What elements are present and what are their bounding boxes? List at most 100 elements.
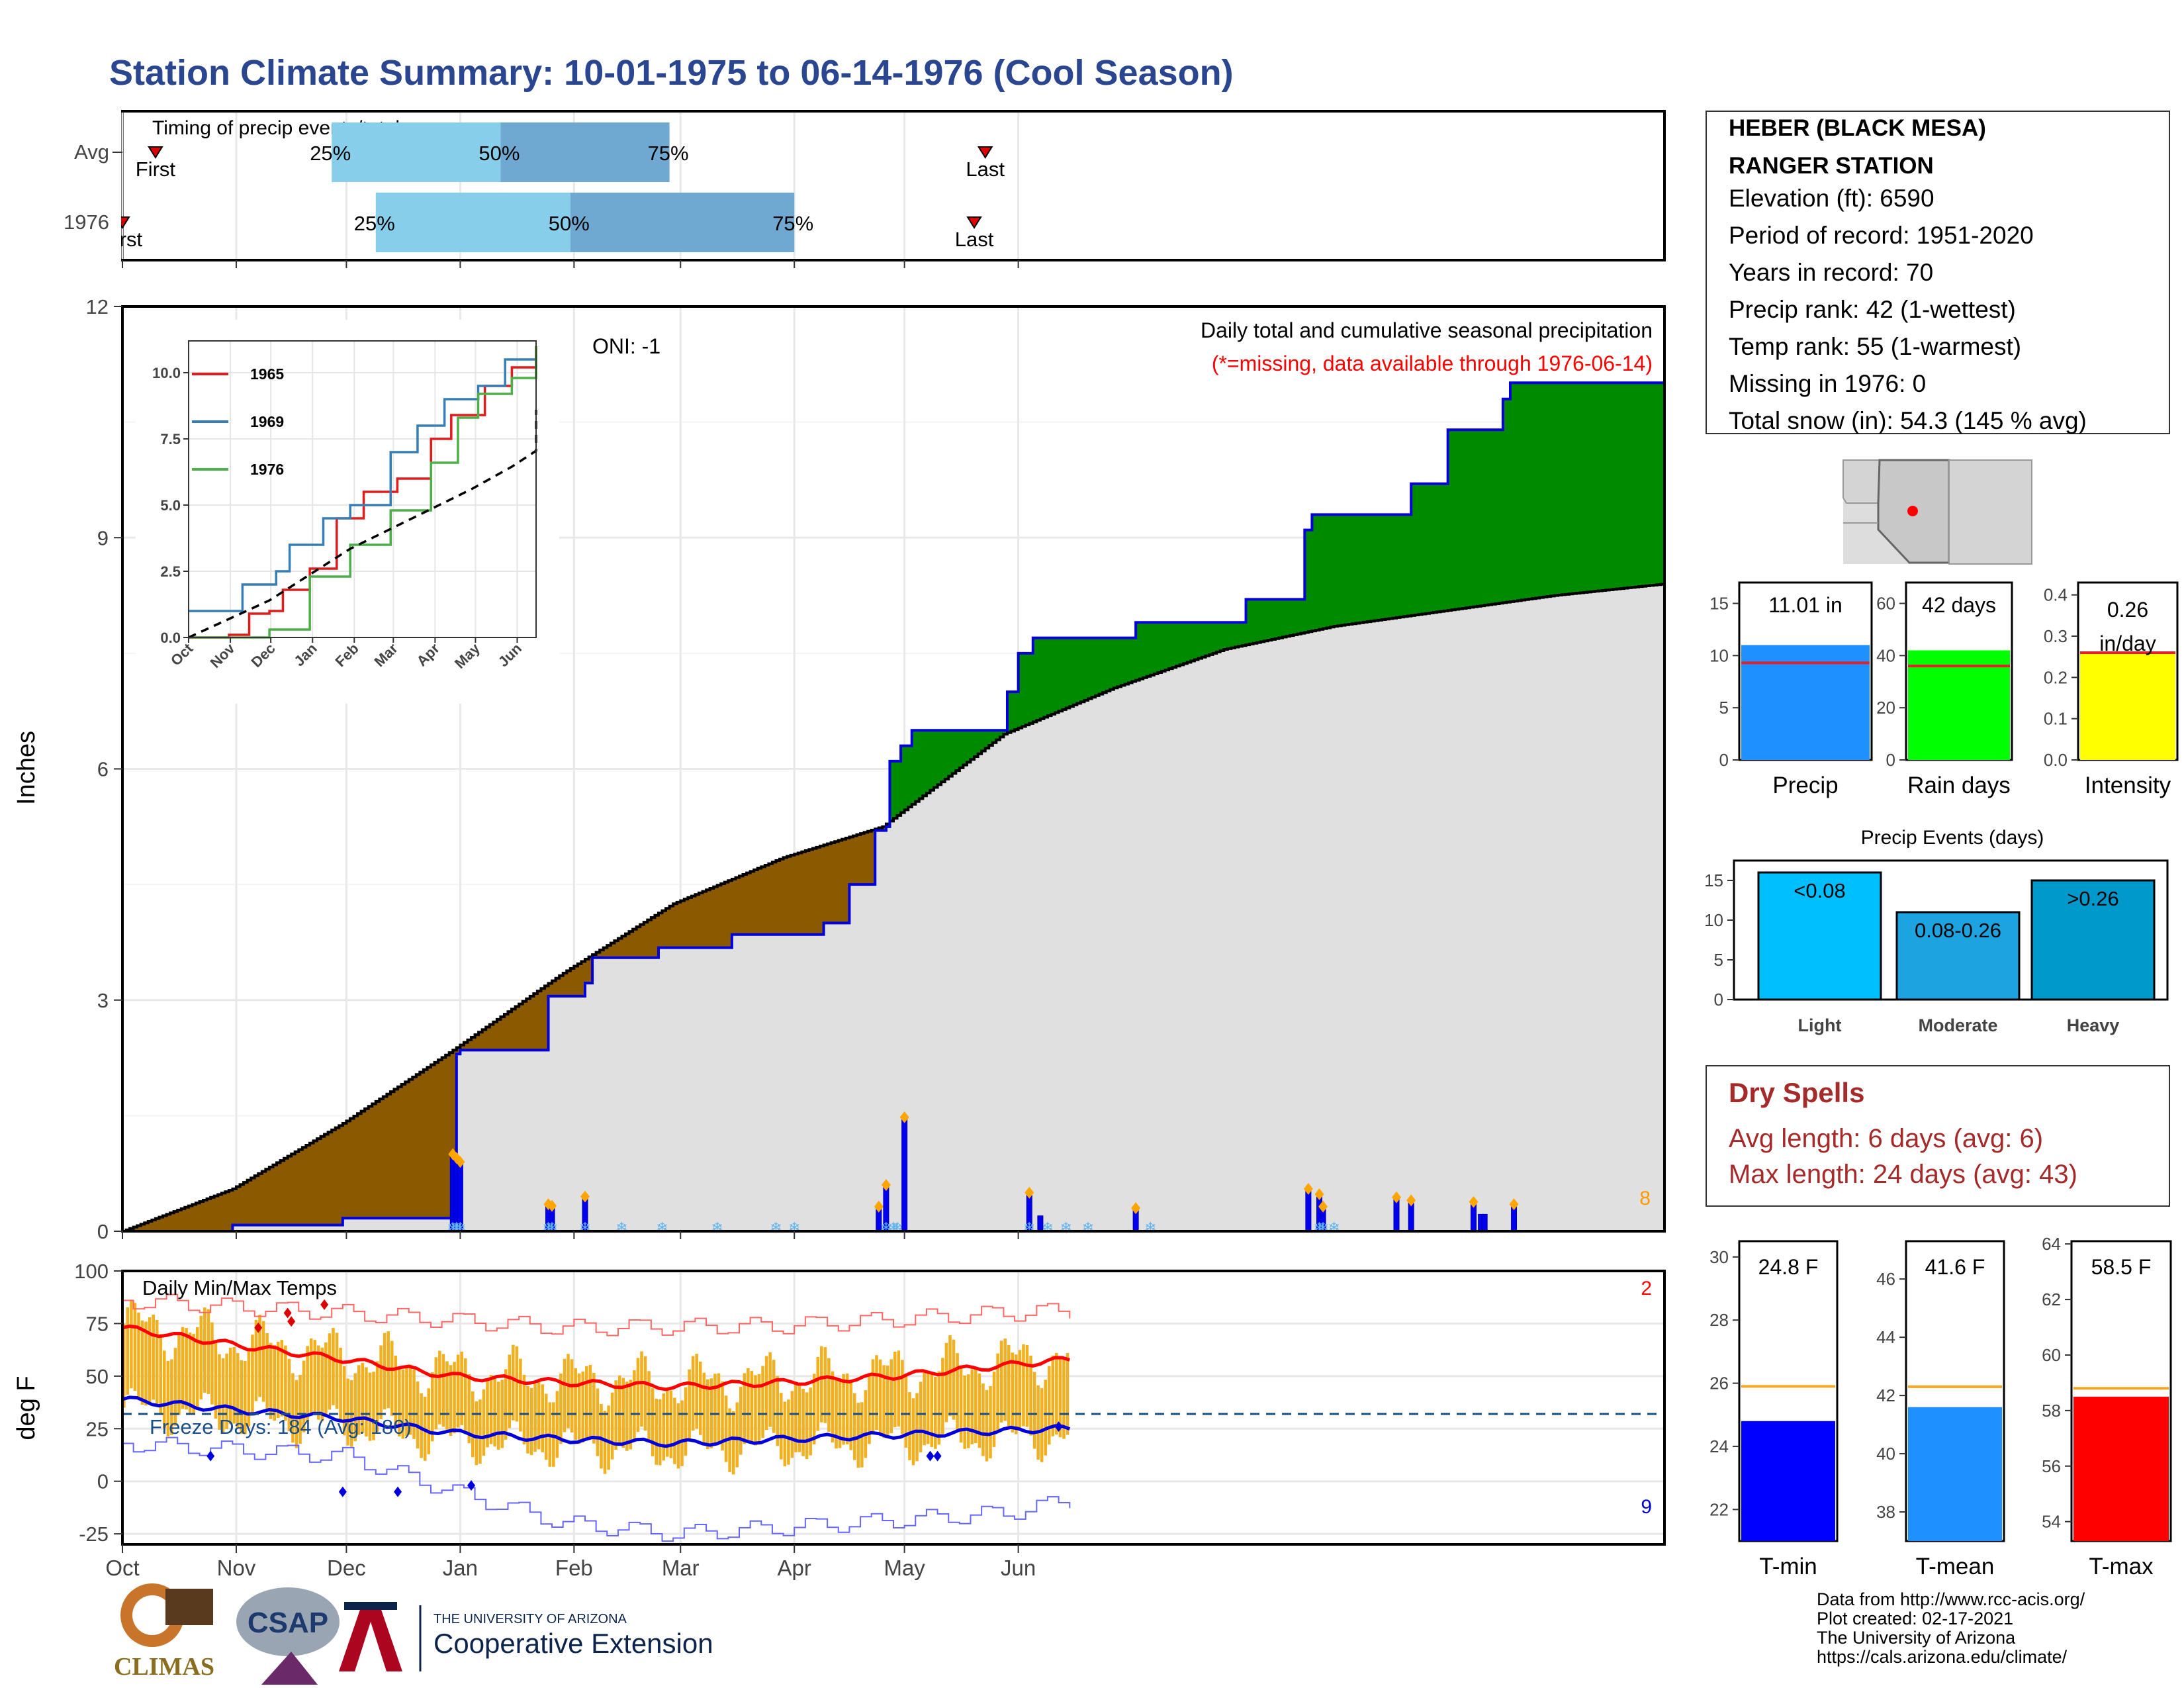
surplus-area: [1275, 599, 1280, 639]
deficit-area: [842, 839, 846, 923]
surplus-area: [1334, 514, 1338, 627]
daily-temp-bar: [985, 1389, 989, 1462]
surplus-area: [897, 761, 901, 816]
temp-summary-bar-T-mean: [1908, 1407, 2002, 1541]
event-bar-Light: [1757, 871, 1882, 1001]
deficit-area: [768, 863, 773, 935]
daily-temp-bar: [126, 1307, 130, 1395]
deficit-area: [526, 998, 531, 1051]
deficit-area: [269, 1166, 274, 1225]
daily-temp-bar: [904, 1376, 908, 1448]
surplus-area: [1429, 483, 1434, 613]
surplus-area: [1338, 514, 1342, 626]
daily-temp-bar: [919, 1382, 923, 1452]
precip-y-tick-label: 3: [97, 989, 109, 1012]
daily-temp-bar: [1032, 1372, 1036, 1449]
deficit-area: [541, 988, 545, 1051]
surplus-area: [1183, 622, 1188, 664]
timing-p50-label: 50%: [549, 212, 590, 235]
deficit-area: [240, 1184, 244, 1225]
daily-temp-bar: [254, 1319, 258, 1401]
surplus-area: [1440, 483, 1445, 612]
surplus-area: [944, 730, 949, 779]
deficit-area: [313, 1141, 318, 1225]
surplus-area: [1547, 383, 1551, 597]
surplus-area: [952, 730, 956, 774]
daily-temp-bar: [948, 1335, 952, 1417]
temp-y-label: deg F: [13, 1376, 40, 1440]
temp-y-tick-label: 0: [97, 1470, 109, 1493]
surplus-area: [1113, 637, 1118, 688]
daily-temp-bar: [596, 1388, 600, 1456]
deficit-area: [332, 1129, 336, 1225]
deficit-area: [610, 943, 615, 958]
daily-temp-bar: [864, 1390, 868, 1458]
surplus-area: [1246, 599, 1250, 645]
deficit-area: [790, 855, 795, 935]
daily-temp-bar: [893, 1351, 897, 1428]
daily-temp-bar: [416, 1381, 420, 1449]
deficit-area: [636, 927, 641, 958]
deficit-area: [394, 1089, 398, 1219]
temp-summary-y-tick-label: 42: [1876, 1385, 1895, 1405]
daily-temp-bar: [856, 1403, 860, 1468]
event-category-label: Moderate: [1918, 1015, 1997, 1035]
daily-temp-bar: [588, 1364, 592, 1438]
daily-temp-bar: [908, 1392, 911, 1460]
record-low-marker: [926, 1450, 934, 1462]
daily-temp-bar: [989, 1385, 992, 1459]
deficit-area: [387, 1094, 391, 1219]
daily-temp-bar: [889, 1359, 893, 1434]
surplus-area: [1234, 622, 1240, 647]
surplus-area: [1286, 599, 1291, 637]
surplus-area: [978, 730, 982, 754]
surplus-area: [1250, 599, 1254, 644]
snow-flake-icon: ❄: [1042, 1219, 1054, 1236]
surplus-area: [1385, 514, 1390, 620]
daily-temp-bar: [662, 1393, 666, 1461]
deficit-area: [552, 980, 557, 996]
deficit-area: [137, 1225, 142, 1231]
surplus-area: [1657, 383, 1662, 585]
ua-big-text: Cooperative Extension: [433, 1628, 713, 1659]
deficit-area: [170, 1213, 175, 1231]
surplus-area: [901, 745, 905, 813]
avg-max-line: [122, 1324, 1071, 1391]
temp-summary-value: 24.8 F: [1758, 1255, 1819, 1279]
surplus-area: [1388, 514, 1394, 619]
daily-temp-bar: [695, 1354, 698, 1429]
csap-logo: CSAP: [236, 1587, 340, 1685]
deficit-area: [298, 1149, 303, 1225]
temp-summary-y-tick-label: 60: [2042, 1345, 2061, 1365]
deficit-area: [614, 941, 619, 958]
deficit-area: [416, 1074, 420, 1219]
deficit-area: [794, 854, 799, 935]
surplus-area: [1290, 599, 1295, 636]
surplus-area: [1044, 637, 1048, 718]
inset-line-1965: [189, 346, 537, 639]
daily-temp-bar: [240, 1360, 244, 1434]
missing-note: (*=missing, data available through 1976-…: [1212, 352, 1653, 375]
daily-temp-bar: [713, 1374, 717, 1445]
surplus-area: [1319, 514, 1324, 630]
daily-temp-bar: [496, 1382, 500, 1450]
deficit-area: [776, 861, 780, 935]
deficit-area: [522, 1001, 527, 1051]
deficit-area: [596, 952, 600, 958]
daily-temp-bar: [743, 1373, 747, 1444]
daily-temp-bar: [647, 1371, 651, 1443]
summary-y-tick-label: 0.0: [2044, 750, 2068, 770]
summary-value-unit: in/day: [2099, 632, 2156, 655]
surplus-area: [1315, 514, 1320, 630]
temp-y-tick-label: 25: [86, 1417, 109, 1440]
daily-temp-bar: [698, 1361, 702, 1435]
summary-y-tick-label: 20: [1876, 698, 1895, 718]
daily-temp-bar: [342, 1366, 346, 1436]
record-high-marker: [283, 1307, 292, 1319]
surplus-area: [1304, 530, 1309, 633]
daily-temp-bar: [188, 1333, 192, 1413]
surplus-area: [1191, 622, 1195, 661]
daily-temp-bar: [122, 1323, 126, 1408]
deficit-area: [702, 891, 707, 948]
deficit-area: [232, 1188, 237, 1225]
